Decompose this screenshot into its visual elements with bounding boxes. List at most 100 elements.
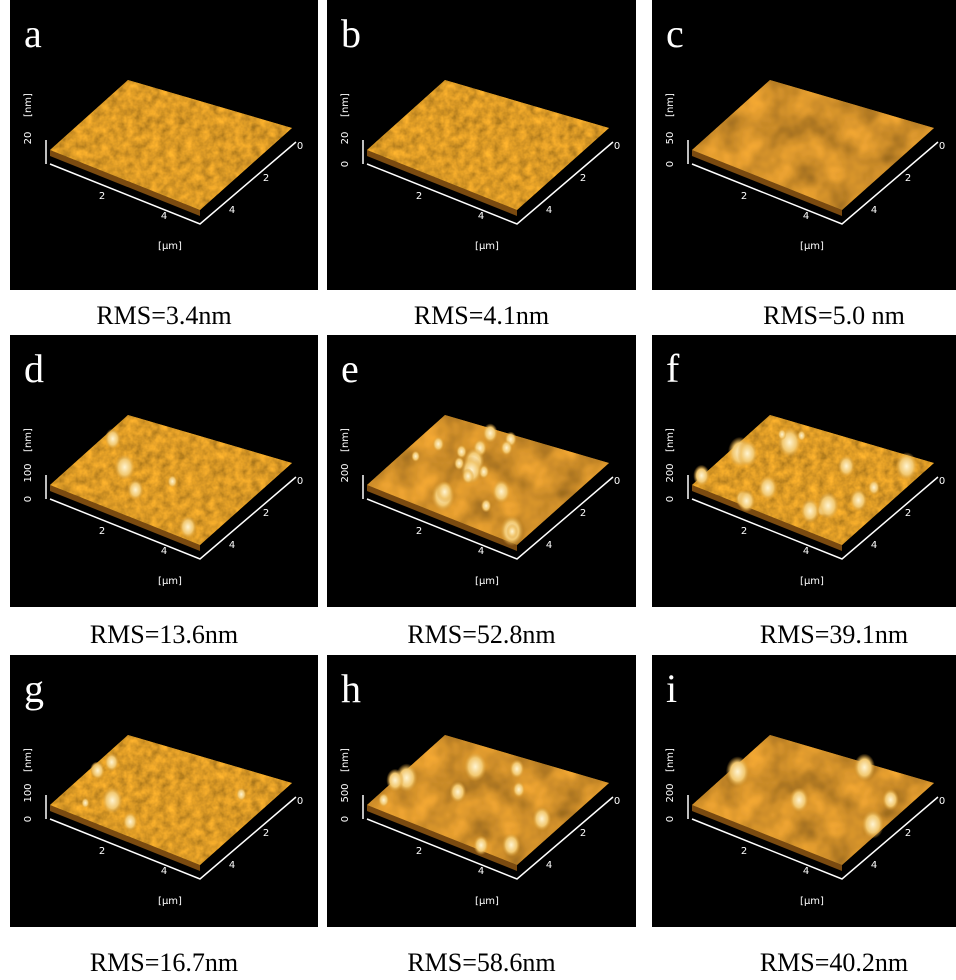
surface-feature [789,787,808,812]
surface-feature [179,516,196,539]
afm-panel: i[nm]020024024[μm] [652,655,956,927]
rms-caption: RMS=13.6nm [90,620,238,649]
panel-label: e [341,346,359,391]
z-tick-label: 50 [665,132,676,145]
afm-panel: g[nm]010024024[μm] [10,655,318,927]
surface-feature [481,499,492,513]
surface-feature [726,756,750,787]
y-tick-label: 4 [229,540,235,551]
z-unit: [nm] [665,93,676,117]
surface-feature [464,752,487,782]
x-tick-label: 4 [161,211,167,222]
y-tick-label: 2 [263,828,269,839]
z-tick-label: 0 [340,816,351,822]
y-tick-label: 0 [939,796,945,807]
y-tick-label: 2 [905,828,911,839]
z-tick-label: 0 [340,161,351,167]
surface-feature [378,793,389,807]
panel-label: b [341,11,361,56]
surface-feature [91,762,105,780]
z-unit: [nm] [23,748,34,772]
surface-feature [127,479,143,500]
y-tick-label: 4 [871,205,877,216]
panel-label: i [666,666,677,711]
y-tick-label: 2 [263,173,269,184]
x-tick-label: 2 [741,191,747,202]
x-tick-label: 2 [416,526,422,537]
page: a[nm]2024024[μm]RMS=3.4nmb[nm]02024024[μ… [0,0,956,980]
surface-feature [882,789,899,811]
surface-feature [502,833,521,857]
surface-feature [411,451,420,462]
z-tick-label: 20 [23,132,34,145]
y-tick-label: 4 [871,540,877,551]
z-tick-label: 100 [23,783,34,802]
y-tick-label: 0 [297,141,303,152]
x-tick-label: 4 [803,546,809,557]
x-tick-label: 4 [803,211,809,222]
rms-caption: RMS=5.0 nm [763,301,905,330]
rms-caption: RMS=3.4nm [96,301,231,330]
surface-feature [167,475,177,488]
surface-feature [483,423,498,443]
y-tick-label: 2 [580,828,586,839]
surface-feature [510,759,525,778]
surface-feature [532,807,551,832]
y-tick-label: 2 [580,173,586,184]
rms-caption: RMS=39.1nm [760,620,908,649]
xy-unit: [μm] [800,241,824,252]
xy-unit: [μm] [800,896,824,907]
xy-unit: [μm] [800,576,824,587]
x-tick-label: 4 [478,866,484,877]
y-tick-label: 4 [229,860,235,871]
y-tick-label: 0 [297,476,303,487]
panel-label: f [666,346,680,391]
z-tick-label: 200 [665,463,676,482]
surface-feature [104,753,118,772]
surface-feature [450,781,467,803]
z-tick-label: 0 [23,816,34,822]
z-tick-label: 20 [340,132,351,145]
surface-feature [105,428,121,449]
surface-feature [473,835,488,855]
y-tick-label: 4 [546,205,552,216]
y-tick-label: 2 [263,508,269,519]
surface-feature [102,787,123,814]
surface-feature [81,798,89,808]
surface-feature [433,436,445,451]
z-unit: [nm] [665,748,676,772]
x-tick-label: 2 [99,191,105,202]
xy-unit: [μm] [158,896,182,907]
xy-unit: [μm] [158,576,182,587]
x-tick-label: 4 [478,546,484,557]
z-tick-label: 500 [340,783,351,802]
rms-caption: RMS=16.7nm [90,948,238,977]
y-tick-label: 4 [871,860,877,871]
surface-feature [758,476,777,501]
figure: a[nm]2024024[μm]RMS=3.4nmb[nm]02024024[μ… [0,0,956,980]
panel-label: d [24,346,44,391]
y-tick-label: 0 [939,141,945,152]
surface-feature [236,788,246,801]
xy-unit: [μm] [475,576,499,587]
x-tick-label: 4 [478,211,484,222]
z-unit: [nm] [665,428,676,452]
z-unit: [nm] [23,428,34,452]
z-tick-label: 100 [23,463,34,482]
panel-label: c [666,11,684,56]
x-tick-label: 2 [741,526,747,537]
surface-feature [114,454,135,481]
x-tick-label: 2 [416,846,422,857]
surface-feature [801,498,820,523]
z-unit: [nm] [340,93,351,117]
rms-caption: RMS=58.6nm [407,948,555,977]
xy-unit: [μm] [475,241,499,252]
z-unit: [nm] [340,748,351,772]
surface-feature [817,491,839,519]
